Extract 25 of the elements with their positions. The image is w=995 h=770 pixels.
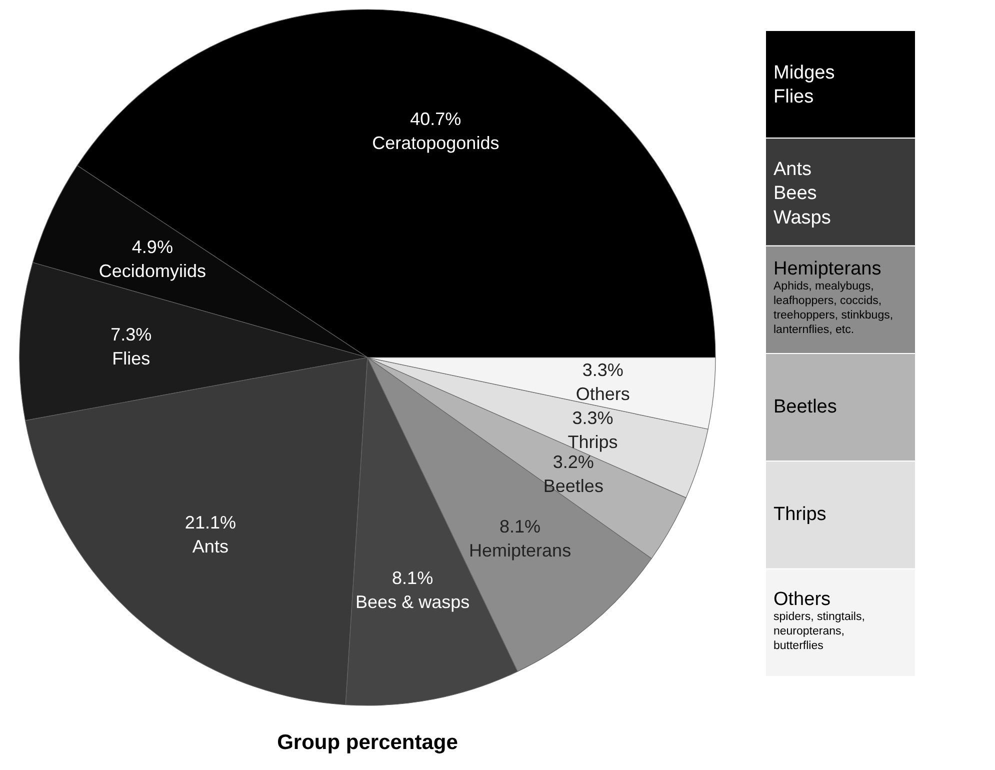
data-label: 4.9% bbox=[132, 236, 173, 257]
slice-label: Hemipterans bbox=[469, 540, 572, 560]
data-label: 3.3% bbox=[572, 408, 614, 428]
text: Hemipterans Aphids, mealybugs, leafhoppers, coccids, treehoppers, stinkbugs, lanternflies, etc. bbox=[774, 258, 894, 336]
slice-label: Others bbox=[576, 384, 630, 404]
data-label: 8.1% bbox=[500, 516, 541, 536]
text: Beetles bbox=[774, 396, 837, 418]
slice-label: Flies bbox=[112, 348, 150, 368]
slice-label: Cecidomyiids bbox=[98, 260, 206, 281]
data-label: 40.7% bbox=[410, 108, 462, 129]
data-label: 8.1% bbox=[392, 568, 434, 588]
data-label: 3.3% bbox=[582, 360, 624, 380]
slice-label: Thrips bbox=[568, 432, 618, 452]
text: Thrips bbox=[774, 504, 826, 525]
text: Ants Bees Wasps bbox=[774, 159, 831, 228]
data-label: 3.2% bbox=[552, 452, 594, 472]
text: Others spiders, stingtails, neuropterans, butterflies bbox=[774, 589, 865, 652]
slice-label: Ceratopogonids bbox=[372, 132, 500, 153]
data-label: 21.1% bbox=[184, 512, 236, 533]
slice-label: Beetles bbox=[543, 476, 604, 496]
text: Midges Flies bbox=[774, 62, 835, 108]
slice-label: Ants bbox=[192, 536, 228, 557]
data-label: 7.3% bbox=[110, 324, 152, 344]
slice-label: Bees & wasps bbox=[356, 592, 470, 612]
text: Group percentage bbox=[277, 731, 458, 754]
